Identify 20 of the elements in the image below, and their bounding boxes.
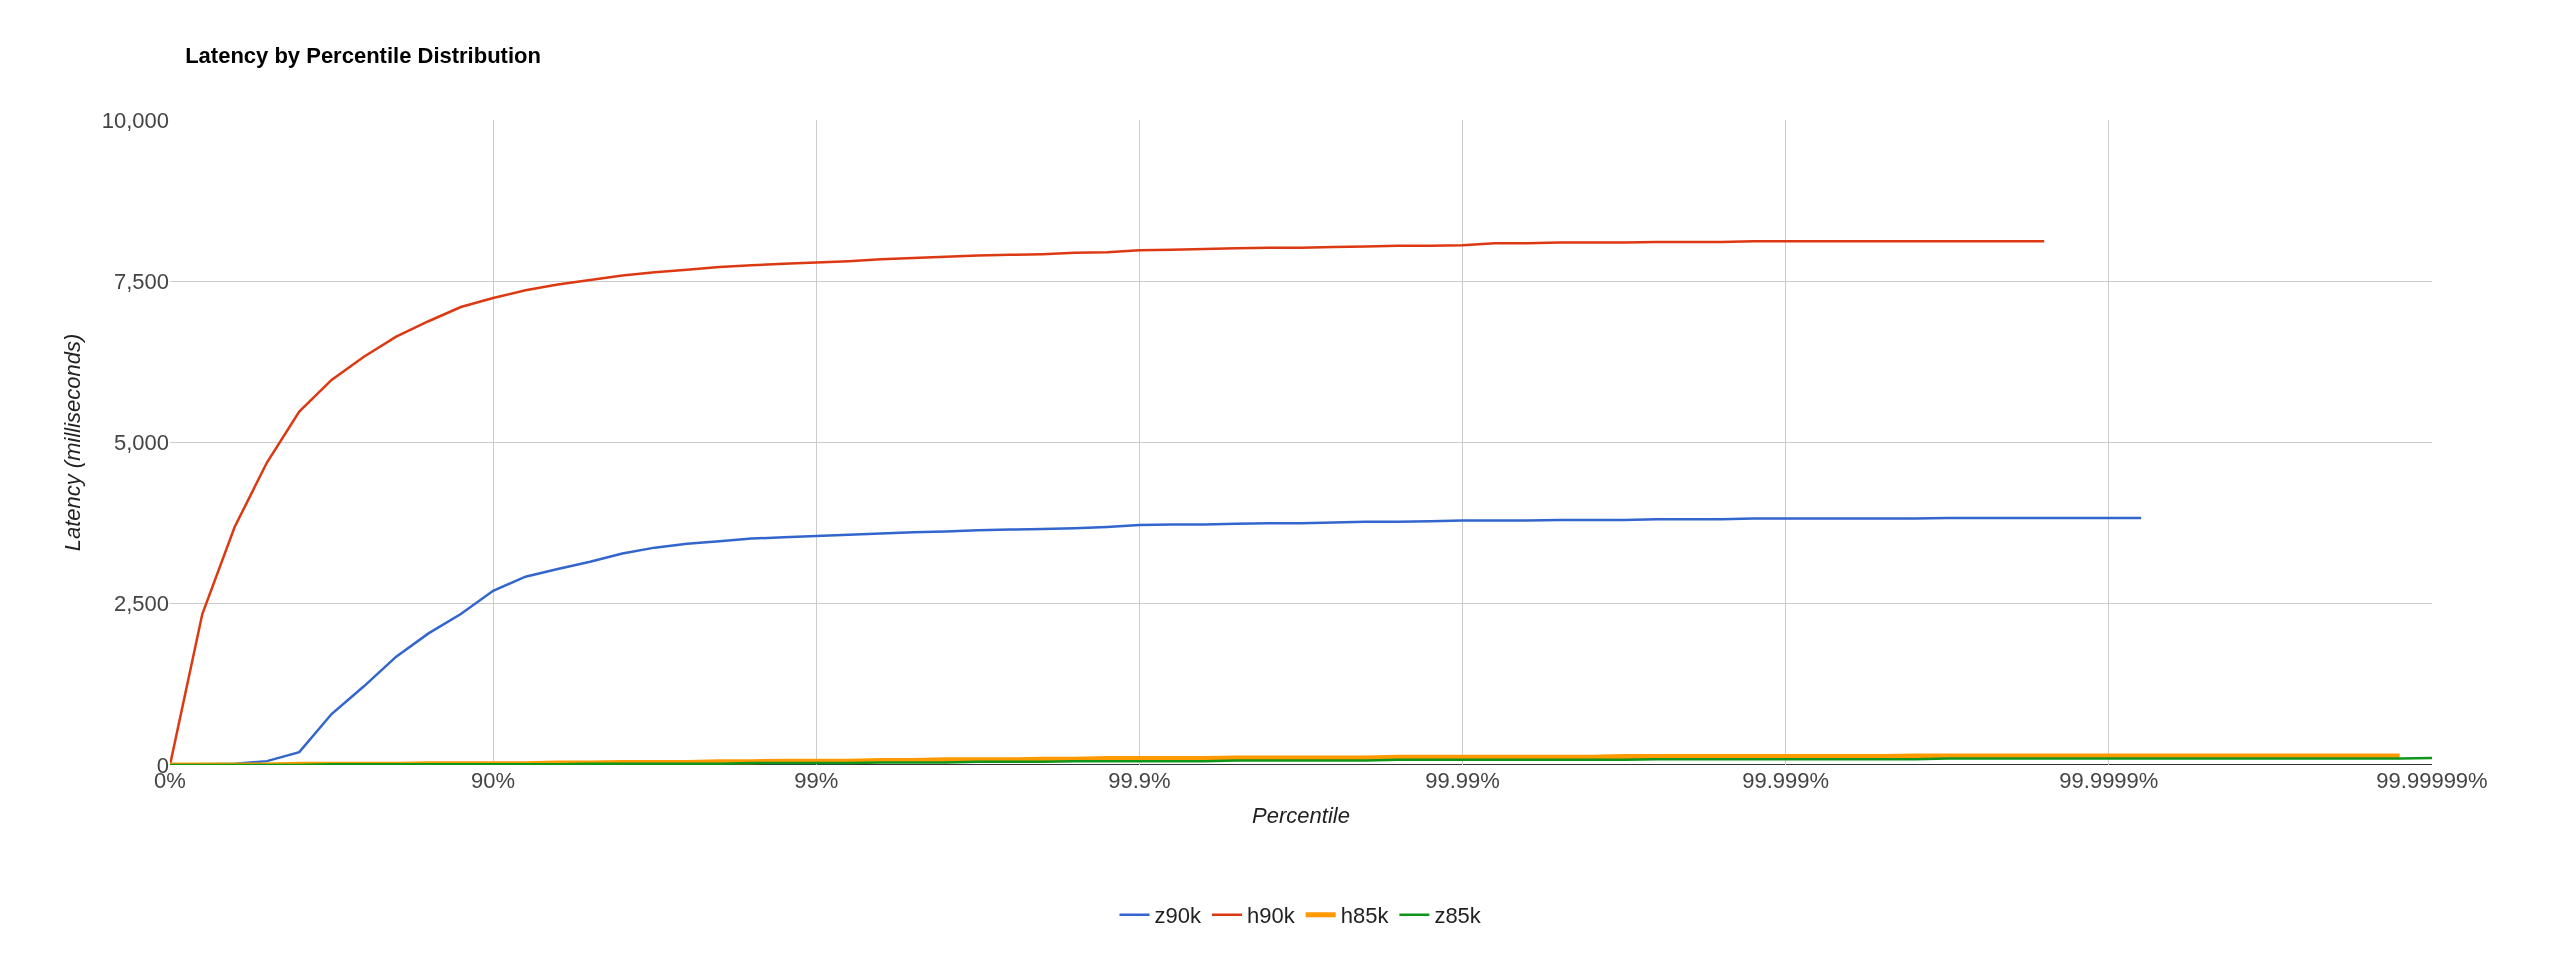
legend-label: h90k xyxy=(1246,903,1296,929)
x-tick-label: 99.99999% xyxy=(2376,768,2488,793)
x-axis-title: Percentile xyxy=(1252,802,1350,828)
legend-label: h85k xyxy=(1340,903,1390,929)
x-tick-label: 99.999% xyxy=(1742,768,1830,793)
legend-label: z90k xyxy=(1154,903,1202,929)
y-tick-label: 10,000 xyxy=(101,107,169,133)
line-series xyxy=(170,240,2046,765)
y-tick-label: 7,500 xyxy=(113,268,169,294)
chart-title: Latency by Percentile Distribution xyxy=(185,43,541,69)
x-tick-label: 90% xyxy=(471,768,516,793)
y-tick-label: 2,500 xyxy=(113,591,169,617)
x-tick-label: 99.9% xyxy=(1108,768,1171,793)
x-tick-label: 99.99% xyxy=(1425,768,1500,793)
y-tick-label: 5,000 xyxy=(113,430,169,456)
legend-label: z85k xyxy=(1434,903,1482,929)
x-tick-label: 99% xyxy=(794,768,839,793)
y-axis-title: Latency (milliseconds) xyxy=(59,333,85,552)
line-series xyxy=(170,756,2432,765)
x-tick-label: 99.9999% xyxy=(2059,768,2159,793)
